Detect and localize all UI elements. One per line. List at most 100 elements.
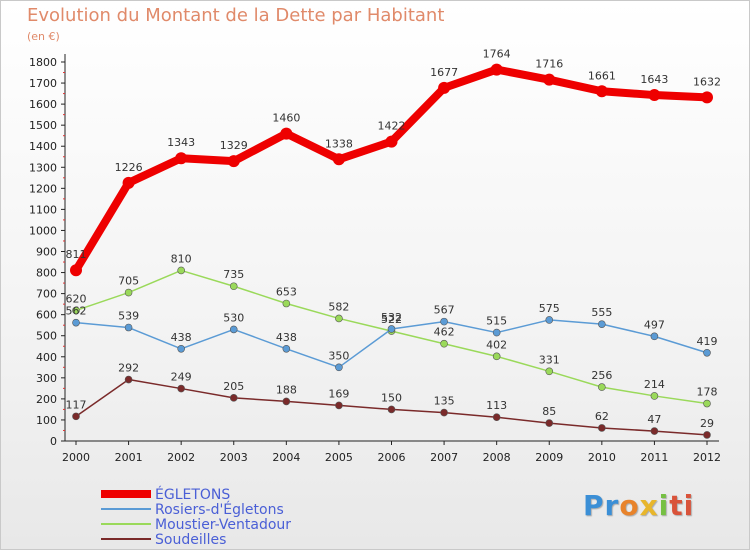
data-point bbox=[545, 316, 554, 324]
data-point bbox=[122, 176, 135, 189]
data-point bbox=[177, 266, 185, 275]
data-label: 562 bbox=[66, 305, 87, 318]
y-tick-label: 200 bbox=[36, 393, 57, 406]
data-point bbox=[124, 323, 133, 332]
data-point bbox=[124, 375, 133, 384]
data-point bbox=[650, 332, 659, 341]
data-point bbox=[175, 152, 188, 165]
data-point bbox=[229, 394, 238, 402]
data-point bbox=[385, 135, 398, 148]
y-tick-label: 1000 bbox=[29, 224, 57, 237]
series-line bbox=[72, 65, 711, 275]
y-tick-label: 0 bbox=[50, 435, 57, 448]
data-label: 530 bbox=[223, 311, 244, 324]
data-point bbox=[282, 397, 291, 406]
data-point bbox=[598, 424, 606, 432]
data-label: 419 bbox=[697, 335, 718, 348]
data-point bbox=[440, 339, 448, 348]
data-point bbox=[335, 314, 343, 323]
data-label: 1329 bbox=[220, 139, 248, 152]
data-point bbox=[650, 427, 659, 435]
data-point bbox=[282, 299, 291, 308]
y-tick-label: 1800 bbox=[29, 56, 57, 69]
data-label: 582 bbox=[328, 300, 349, 313]
y-tick-label: 900 bbox=[36, 246, 57, 259]
x-tick-label: 2002 bbox=[167, 451, 195, 464]
data-point bbox=[703, 431, 711, 439]
x-tick-label: 2000 bbox=[62, 451, 90, 464]
data-label: 117 bbox=[66, 398, 87, 411]
x-tick-label: 2005 bbox=[325, 451, 353, 464]
y-tick-label: 800 bbox=[36, 267, 57, 280]
data-label: 1661 bbox=[588, 69, 616, 82]
data-point bbox=[70, 264, 82, 277]
data-label: 1422 bbox=[378, 120, 406, 133]
data-point bbox=[703, 348, 711, 357]
data-label: 1338 bbox=[325, 137, 353, 150]
y-tick-label: 1400 bbox=[29, 140, 57, 153]
data-point bbox=[332, 153, 345, 166]
x-tick-label: 2010 bbox=[588, 451, 616, 464]
data-label: 438 bbox=[276, 331, 297, 344]
data-point bbox=[177, 344, 185, 353]
data-label: 205 bbox=[223, 380, 244, 393]
data-point bbox=[282, 344, 291, 353]
x-tick-label: 2009 bbox=[535, 451, 563, 464]
data-point bbox=[72, 412, 80, 421]
data-point bbox=[701, 91, 713, 104]
data-label: 1460 bbox=[272, 112, 300, 125]
data-point bbox=[438, 81, 451, 94]
data-point bbox=[440, 408, 448, 417]
data-label: 811 bbox=[66, 248, 87, 261]
data-point bbox=[440, 317, 448, 326]
data-label: 438 bbox=[171, 331, 192, 344]
chart-unit: (en €) bbox=[27, 30, 60, 43]
x-tick-label: 2004 bbox=[272, 451, 300, 464]
data-point bbox=[595, 85, 608, 98]
data-label: 350 bbox=[328, 349, 349, 362]
data-point bbox=[492, 413, 501, 422]
x-tick-label: 2012 bbox=[693, 451, 721, 464]
data-label: 47 bbox=[647, 413, 661, 426]
data-label: 735 bbox=[223, 268, 244, 281]
data-label: 705 bbox=[118, 275, 139, 288]
data-label: 539 bbox=[118, 310, 139, 323]
data-point bbox=[492, 352, 501, 361]
data-label: 1716 bbox=[535, 58, 563, 71]
data-label: 62 bbox=[595, 410, 609, 423]
legend-label: Rosiers-d'Égletons bbox=[155, 501, 284, 518]
data-point bbox=[229, 325, 238, 334]
data-label: 1643 bbox=[640, 73, 668, 86]
data-label: 178 bbox=[697, 386, 718, 399]
x-tick-label: 2006 bbox=[378, 451, 406, 464]
y-tick-label: 1300 bbox=[29, 161, 57, 174]
data-point bbox=[648, 89, 661, 102]
data-label: 1343 bbox=[167, 136, 195, 149]
data-point bbox=[598, 383, 606, 391]
data-label: 188 bbox=[276, 383, 297, 396]
chart-title: Evolution du Montant de la Dette par Hab… bbox=[27, 5, 445, 26]
data-point bbox=[177, 384, 185, 393]
data-label: 532 bbox=[381, 311, 402, 324]
data-label: 402 bbox=[486, 338, 507, 351]
data-point bbox=[229, 282, 238, 291]
legend-label: ÉGLETONS bbox=[155, 486, 230, 503]
data-point bbox=[72, 306, 80, 315]
data-label: 1764 bbox=[483, 48, 511, 61]
data-label: 515 bbox=[486, 315, 507, 328]
y-tick-label: 500 bbox=[36, 330, 57, 343]
data-point bbox=[335, 363, 343, 372]
data-point bbox=[490, 63, 503, 76]
data-label: 113 bbox=[486, 399, 507, 412]
y-tick-label: 1500 bbox=[29, 119, 57, 132]
data-point bbox=[703, 399, 711, 408]
data-point bbox=[492, 328, 501, 337]
data-label: 331 bbox=[539, 353, 560, 366]
y-tick-label: 600 bbox=[36, 309, 57, 322]
data-label: 256 bbox=[591, 369, 612, 382]
data-label: 462 bbox=[434, 326, 455, 339]
y-tick-label: 700 bbox=[36, 288, 57, 301]
data-label: 29 bbox=[700, 417, 714, 430]
